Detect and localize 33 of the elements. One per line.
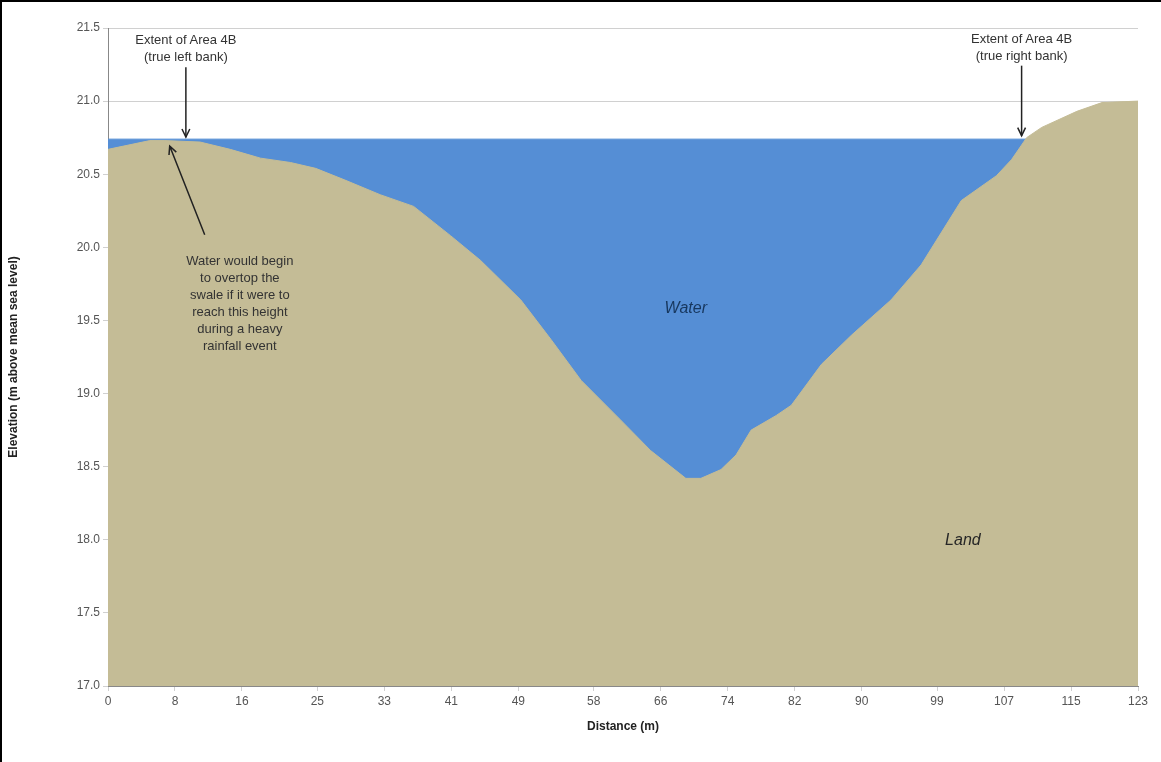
y-tick-label: 18.0 [76, 532, 101, 547]
y-tick-label: 19.0 [76, 385, 101, 400]
x-tick-label: 82 [787, 693, 802, 708]
x-tick-label: 66 [654, 693, 668, 708]
y-axis-title: Elevation (m above mean sea level) [5, 256, 20, 458]
y-tick-label: 21.5 [76, 20, 101, 35]
x-tick-label: 8 [171, 693, 179, 708]
x-tick-label: 90 [854, 693, 869, 708]
x-axis-title: Distance (m) [586, 719, 660, 734]
annotation: Extent of Area 4B (true right bank) [971, 30, 1073, 63]
x-tick-label: 49 [511, 693, 526, 708]
x-tick-label: 25 [310, 693, 325, 708]
series-label: Water [664, 299, 708, 317]
x-tick-label: 58 [587, 693, 601, 708]
x-tick-label: 33 [377, 693, 392, 708]
x-tick-label: 74 [721, 693, 735, 708]
y-tick-label: 21.0 [76, 93, 101, 108]
x-tick-label: 115 [1061, 693, 1081, 708]
series-label: Land [945, 531, 982, 549]
y-tick-label: 18.5 [76, 458, 101, 473]
y-tick-label: 19.5 [76, 312, 101, 327]
annotation: Extent of Area 4B (true left bank) [135, 32, 237, 65]
x-tick-label: 0 [104, 693, 112, 708]
x-tick-label: 123 [1127, 693, 1149, 708]
y-tick-label: 20.0 [76, 239, 101, 254]
y-tick-label: 20.5 [76, 166, 101, 181]
x-tick-label: 99 [930, 693, 945, 708]
y-tick-label: 17.0 [76, 678, 101, 693]
x-tick-label: 16 [235, 693, 249, 708]
x-tick-label: 41 [444, 693, 459, 708]
annotation: Water would begin to overtop the swale if it were to reach this height during a heavy rainfall event [186, 252, 294, 353]
x-tick-label: 107 [994, 693, 1015, 708]
y-tick-label: 17.5 [76, 605, 101, 620]
